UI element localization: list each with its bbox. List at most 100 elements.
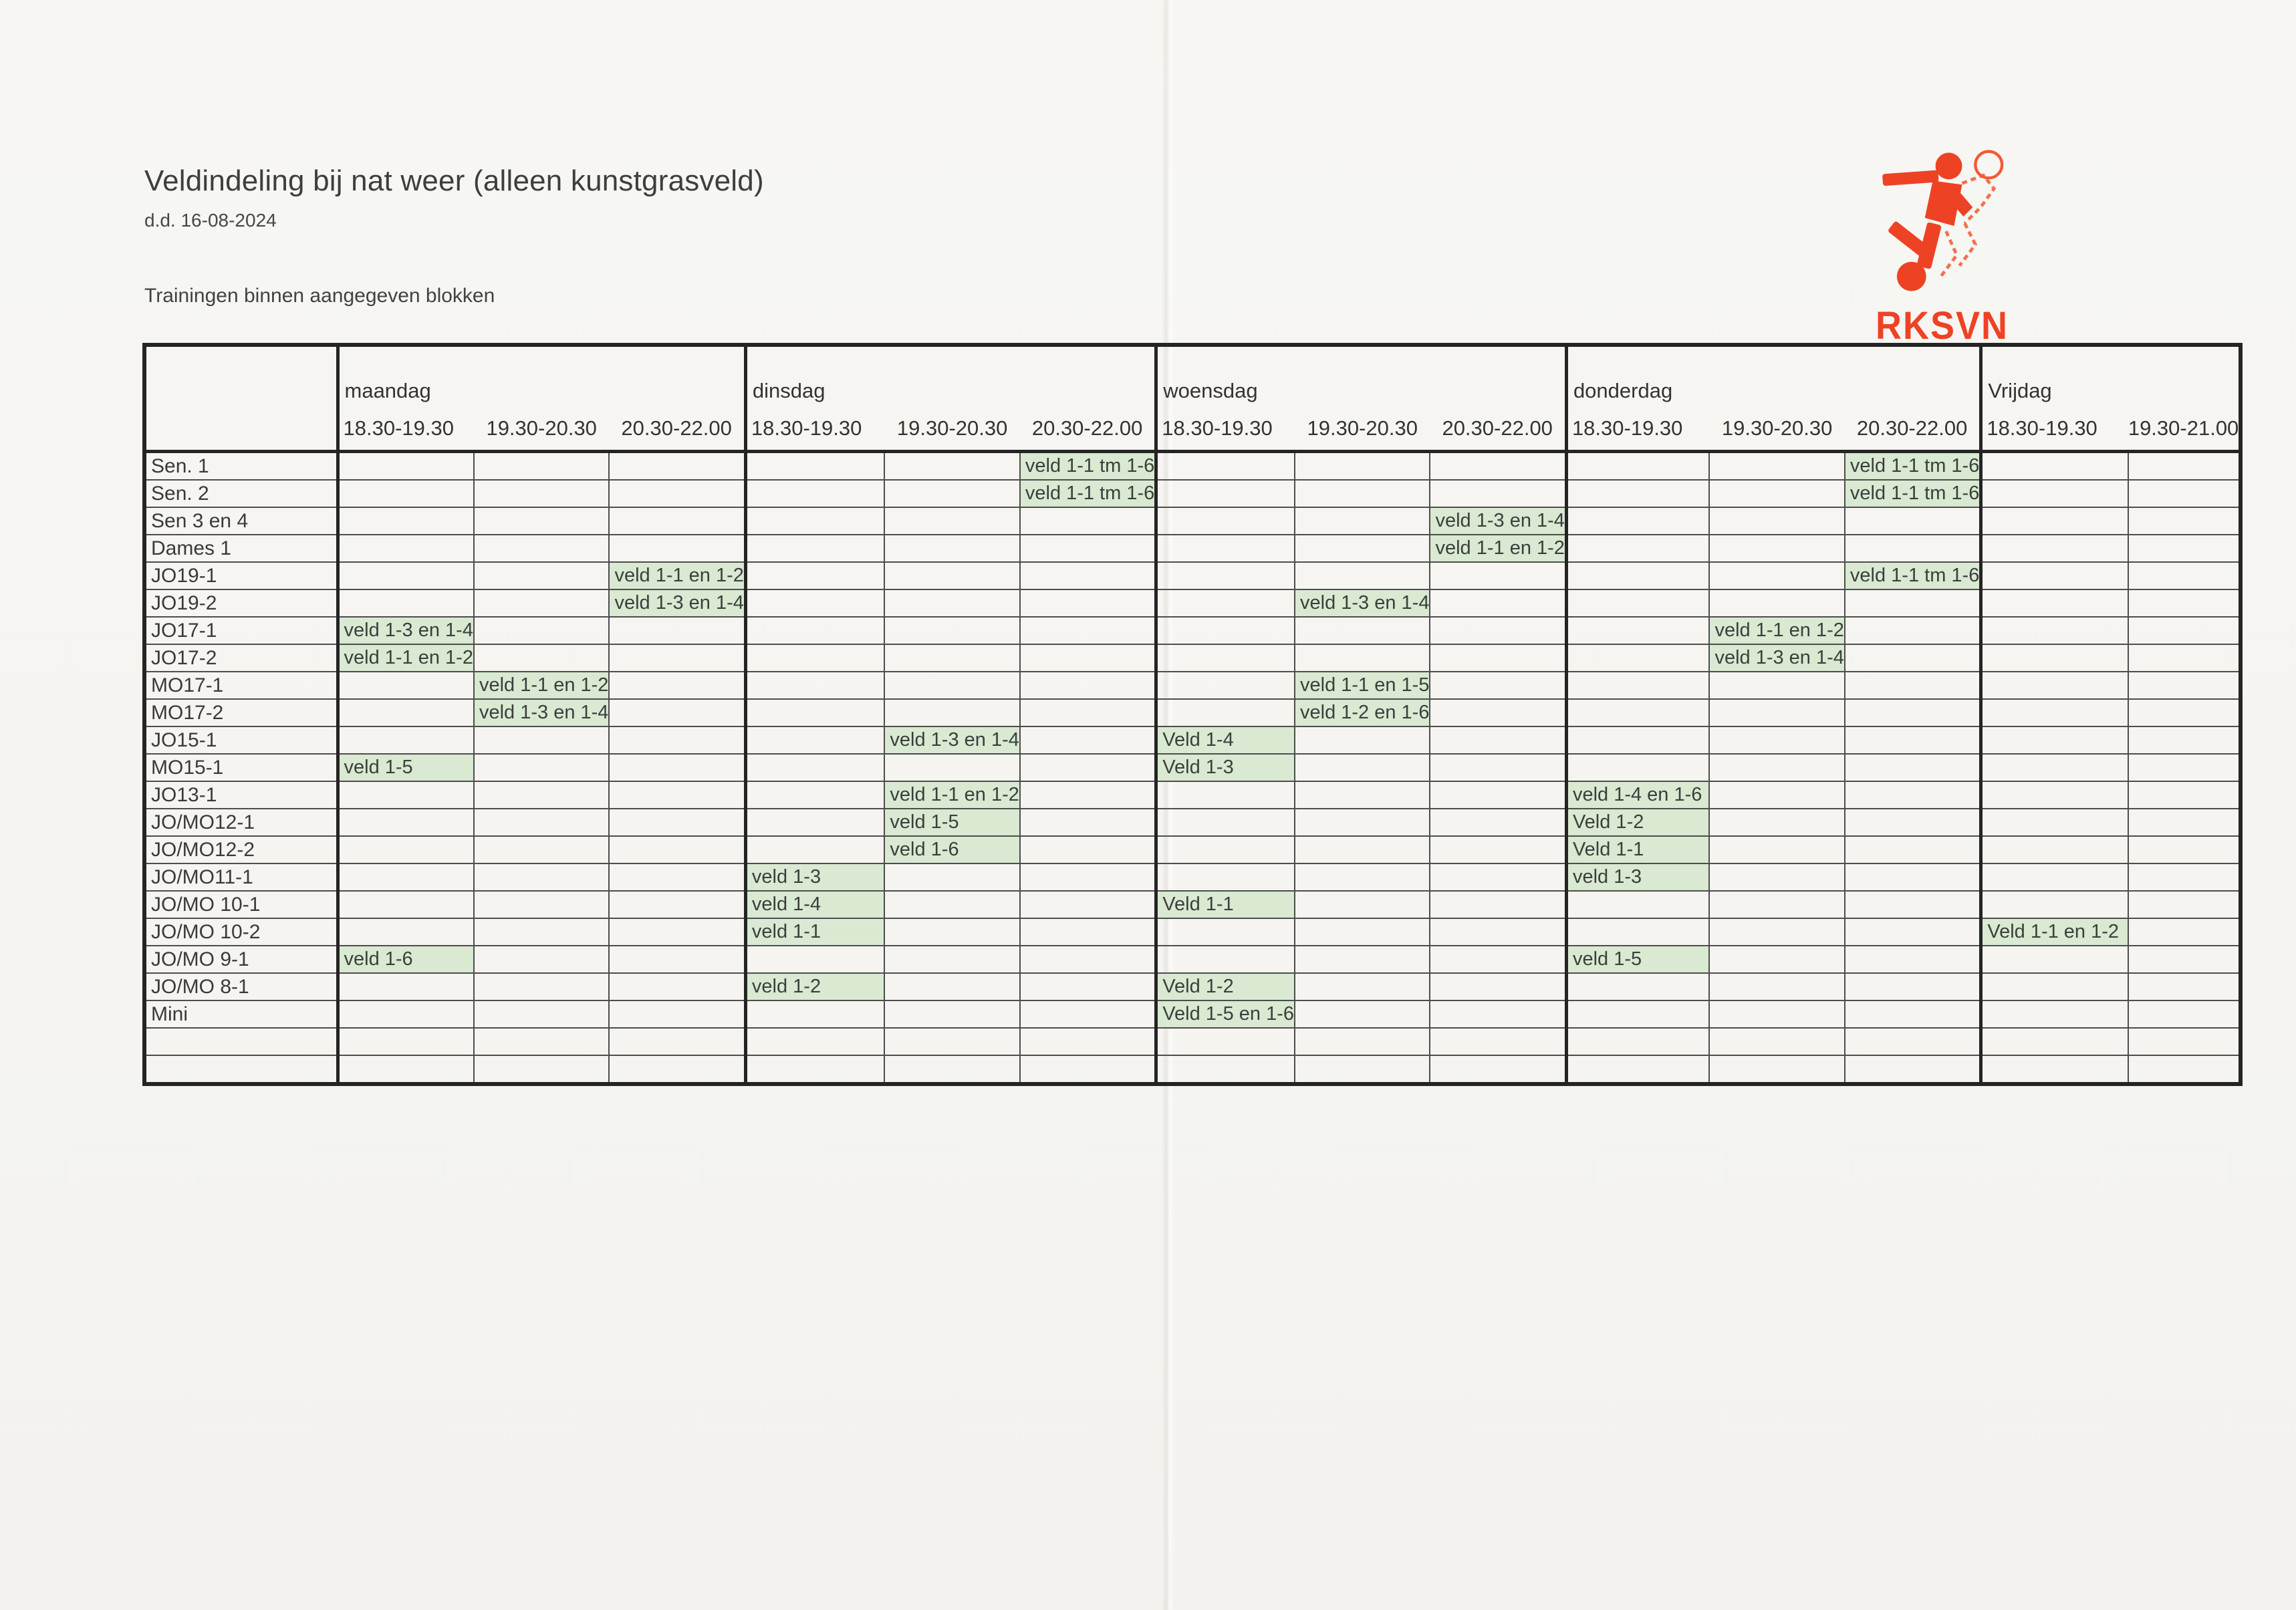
schedule-table: maandag dinsdag woensdag donderdag Vrijdag 18… bbox=[142, 343, 2243, 1086]
schedule-cell: veld 1-3 bbox=[1564, 863, 1710, 892]
schedule-cell bbox=[1708, 450, 1845, 481]
schedule-cell bbox=[1564, 479, 1710, 508]
schedule-cell bbox=[1979, 753, 2129, 782]
schedule-cell bbox=[1843, 698, 1982, 727]
schedule-cell bbox=[473, 1055, 610, 1085]
schedule-cell bbox=[1019, 1000, 1157, 1029]
schedule-cell bbox=[2127, 1000, 2242, 1029]
schedule-cell bbox=[336, 671, 475, 700]
schedule-cell bbox=[1843, 753, 1982, 782]
schedule-cell bbox=[1979, 835, 2129, 864]
schedule-cell bbox=[743, 479, 886, 508]
schedule-cell bbox=[1429, 1000, 1567, 1029]
table-row: Mini Veld 1-5 en 1-6 bbox=[144, 1000, 2242, 1029]
schedule-cell bbox=[473, 1000, 610, 1029]
schedule-cell bbox=[884, 507, 1021, 535]
schedule-cell bbox=[1293, 507, 1431, 535]
schedule-cell bbox=[1293, 726, 1431, 755]
schedule-cell bbox=[1564, 616, 1710, 645]
soccer-player-icon bbox=[1873, 148, 2033, 302]
schedule-cell bbox=[743, 835, 886, 864]
schedule-cell bbox=[743, 644, 886, 672]
table-row: Dames 1 veld 1-1 en 1-2 bbox=[144, 534, 2242, 563]
schedule-cell: veld 1-3 en 1-4 bbox=[1708, 644, 1845, 672]
schedule-cell bbox=[1293, 616, 1431, 645]
schedule-cell: veld 1-1 tm 1-6 bbox=[1019, 479, 1157, 508]
schedule-cell bbox=[1708, 808, 1845, 837]
schedule-cell bbox=[473, 835, 610, 864]
team-label: JO/MO 10-1 bbox=[144, 890, 338, 919]
schedule-cell bbox=[336, 863, 475, 892]
schedule-cell bbox=[1429, 918, 1567, 946]
schedule-cell bbox=[1429, 808, 1567, 837]
schedule-cell bbox=[1019, 507, 1157, 535]
schedule-cell bbox=[1708, 918, 1845, 946]
schedule-cell bbox=[2127, 671, 2242, 700]
schedule-cell bbox=[1708, 589, 1845, 618]
schedule-cell bbox=[1843, 972, 1982, 1001]
schedule-cell bbox=[1429, 616, 1567, 645]
day-header-vrijdag: Vrijdag bbox=[1979, 345, 2241, 407]
schedule-cell: veld 1-6 bbox=[884, 835, 1021, 864]
schedule-cell bbox=[1429, 835, 1567, 864]
schedule-cell bbox=[884, 671, 1021, 700]
schedule-cell bbox=[1843, 918, 1982, 946]
team-label: JO19-1 bbox=[144, 561, 338, 590]
time-slot-header: 19.30-20.30 bbox=[1295, 407, 1430, 453]
schedule-cell bbox=[2127, 1055, 2242, 1085]
schedule-cell bbox=[743, 589, 886, 618]
schedule-cell bbox=[1154, 616, 1296, 645]
schedule-cell bbox=[1429, 479, 1567, 508]
schedule-cell: veld 1-5 bbox=[336, 753, 475, 782]
schedule-cell bbox=[1564, 972, 1710, 1001]
schedule-cell bbox=[884, 561, 1021, 590]
schedule-cell bbox=[1154, 1055, 1296, 1085]
schedule-cell bbox=[336, 1000, 475, 1029]
schedule-cell bbox=[608, 1055, 747, 1085]
schedule-cell bbox=[1564, 561, 1710, 590]
table-row: JO/MO 10-1 veld 1-4 Veld 1-1 bbox=[144, 890, 2242, 919]
day-header-donderdag: donderdag bbox=[1564, 345, 1981, 407]
schedule-cell bbox=[1429, 726, 1567, 755]
schedule-cell bbox=[608, 890, 747, 919]
schedule-cell bbox=[2127, 450, 2242, 481]
schedule-cell: Veld 1-1 en 1-2 bbox=[1979, 918, 2129, 946]
schedule-cell bbox=[608, 808, 747, 837]
schedule-cell bbox=[743, 1000, 886, 1029]
time-slot-header: 19.30-20.30 bbox=[1709, 407, 1845, 453]
schedule-cell bbox=[336, 561, 475, 590]
schedule-cell bbox=[473, 945, 610, 974]
schedule-cell bbox=[473, 808, 610, 837]
schedule-cell bbox=[1019, 918, 1157, 946]
schedule-cell bbox=[743, 450, 886, 481]
schedule-cell bbox=[1429, 781, 1567, 809]
schedule-cell bbox=[1979, 671, 2129, 700]
document-date: d.d. 16-08-2024 bbox=[144, 210, 277, 231]
schedule-cell bbox=[1708, 863, 1845, 892]
schedule-cell bbox=[473, 1027, 610, 1056]
schedule-cell bbox=[1293, 918, 1431, 946]
schedule-cell bbox=[1564, 726, 1710, 755]
schedule-cell bbox=[1564, 1055, 1710, 1085]
schedule-cell bbox=[608, 753, 747, 782]
schedule-cell bbox=[1979, 616, 2129, 645]
schedule-cell bbox=[1154, 507, 1296, 535]
schedule-cell bbox=[473, 589, 610, 618]
schedule-cell bbox=[336, 972, 475, 1001]
team-label: JO/MO12-2 bbox=[144, 835, 338, 864]
schedule-cell bbox=[1019, 589, 1157, 618]
schedule-cell: veld 1-3 en 1-4 bbox=[336, 616, 475, 645]
schedule-cell bbox=[608, 644, 747, 672]
team-label: Sen. 1 bbox=[144, 450, 338, 481]
time-slot-header: 18.30-19.30 bbox=[1979, 407, 2128, 453]
schedule-cell bbox=[1843, 890, 1982, 919]
schedule-cell bbox=[473, 507, 610, 535]
schedule-cell bbox=[1979, 507, 2129, 535]
schedule-cell bbox=[1708, 781, 1845, 809]
team-label: JO/MO 9-1 bbox=[144, 945, 338, 974]
schedule-cell bbox=[1019, 808, 1157, 837]
schedule-cell bbox=[2127, 972, 2242, 1001]
table-row: MO15-1 veld 1-5 Veld 1-3 bbox=[144, 753, 2242, 782]
schedule-cell bbox=[2127, 753, 2242, 782]
schedule-cell bbox=[1708, 972, 1845, 1001]
